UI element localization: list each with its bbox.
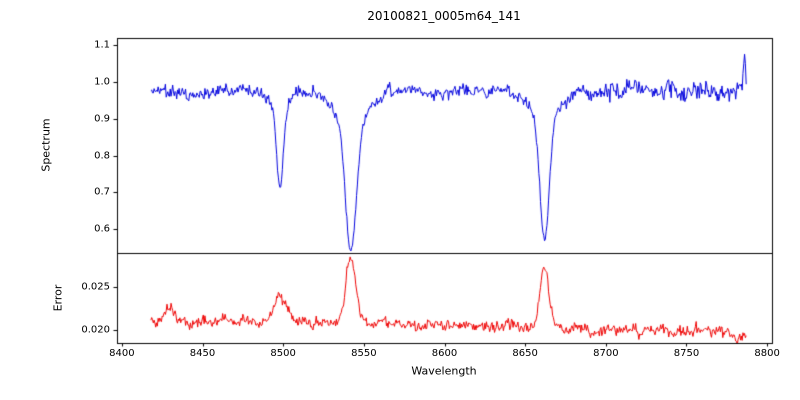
spectrum-y-tick-label: 1.0 [94, 76, 110, 88]
x-tick-label: 8650 [512, 348, 538, 359]
error-y-tick-label: 0.025 [81, 281, 110, 293]
x-tick-label: 8500 [270, 348, 296, 359]
x-tick-label: 8450 [189, 348, 216, 359]
spectrum-y-tick-label: 1.1 [94, 39, 110, 51]
x-tick-label: 8550 [351, 348, 377, 359]
spectrum-y-tick-label: 0.8 [94, 150, 110, 162]
error-y-axis-label: Error [51, 284, 65, 312]
x-axis-label: Wavelength [411, 364, 477, 378]
error-y-tick-label: 0.020 [81, 324, 110, 336]
chart-title: 20100821_0005m64_141 [367, 9, 521, 23]
spectrum-y-tick-label: 0.7 [94, 186, 110, 198]
x-tick-label: 8700 [593, 348, 619, 359]
spectrum-y-tick-label: 0.9 [94, 113, 110, 125]
x-tick-label: 8400 [109, 348, 135, 359]
x-tick-label: 8750 [673, 348, 700, 359]
spectrum-y-axis-label: Spectrum [39, 118, 53, 172]
x-tick-label: 8800 [754, 348, 780, 359]
x-tick-label: 8600 [431, 348, 458, 359]
spectrum-y-tick-label: 0.6 [94, 223, 110, 235]
